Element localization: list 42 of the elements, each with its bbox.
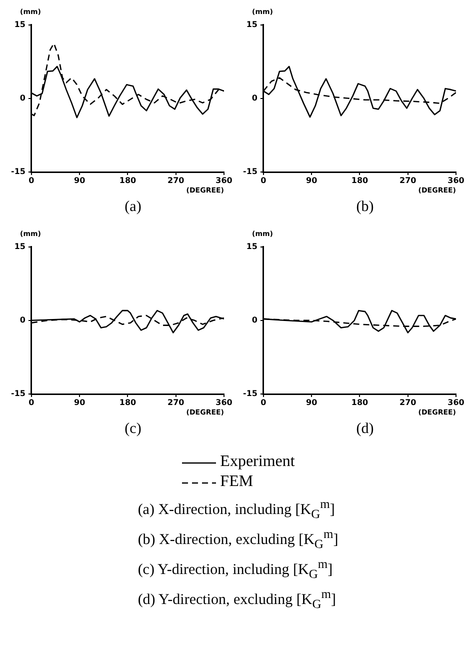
y-tick-label: -15 — [11, 389, 26, 398]
y-tick-label: 15 — [14, 20, 26, 29]
text: (b) X-direction, excluding [K$_{G}$$^{m}$] — [138, 526, 338, 553]
y-tick-label: 0 — [252, 315, 258, 324]
x-tick-label: 180 — [351, 176, 369, 185]
x-tick-label: 180 — [351, 398, 369, 407]
y-tick-label: 15 — [14, 242, 26, 251]
y-tick-label: 0 — [20, 93, 26, 102]
y-tick-label: -15 — [243, 389, 258, 398]
y-tick-label: -15 — [243, 167, 258, 176]
x-tick-label: 0 — [28, 398, 35, 407]
x-tick-label: 270 — [168, 398, 185, 407]
x-tick-label: 360 — [448, 176, 465, 185]
text: (a) X-direction, including [K$_{G}$$^{m}$] — [138, 496, 336, 523]
y-tick-label: -15 — [11, 167, 26, 176]
x-tick-label: 360 — [216, 176, 233, 185]
y-tick-label: 0 — [252, 93, 258, 102]
text: (a) — [124, 199, 142, 216]
text: (d) Y-direction, excluding [K$_{G}$$^{m}$] — [138, 586, 337, 613]
x-tick-label: 90 — [306, 398, 318, 407]
x-tick-label: 180 — [119, 398, 137, 407]
text: (c) Y-direction, including [K$_{G}$$^{m}$] — [138, 556, 334, 583]
x-tick-label: 360 — [216, 398, 233, 407]
text: (d) — [355, 421, 375, 438]
x-tick-label: 360 — [448, 398, 465, 407]
x-tick-label: 180 — [119, 176, 137, 185]
legend-label: Experiment — [220, 452, 295, 472]
x-tick-label: 0 — [28, 176, 35, 185]
legend-label: FEM — [220, 472, 254, 492]
y-tick-label: 15 — [246, 242, 258, 251]
x-tick-label: 270 — [168, 176, 185, 185]
x-tick-label: 0 — [260, 176, 267, 185]
x-tick-label: 90 — [74, 176, 86, 185]
x-tick-label: 270 — [400, 398, 417, 407]
text: (c) — [124, 421, 142, 438]
text: (b) — [355, 199, 375, 216]
y-tick-label: 0 — [20, 315, 26, 324]
x-tick-label: 90 — [74, 398, 86, 407]
x-tick-label: 0 — [260, 398, 267, 407]
x-tick-label: 90 — [306, 176, 318, 185]
x-tick-label: 270 — [400, 176, 417, 185]
y-tick-label: 15 — [246, 20, 258, 29]
